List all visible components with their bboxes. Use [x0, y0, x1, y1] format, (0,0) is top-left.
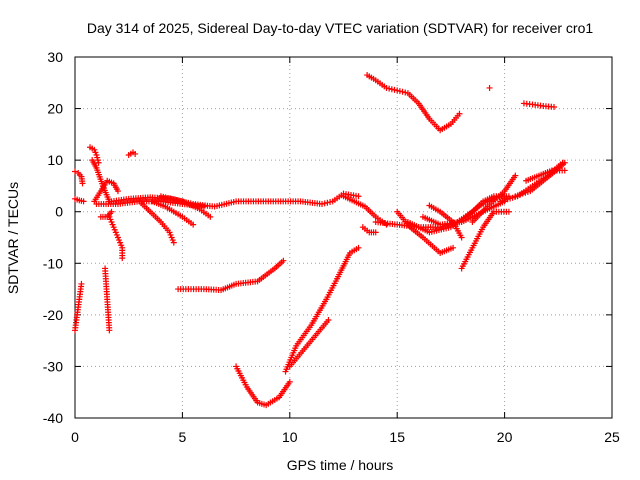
y-tick-label: 30 [47, 49, 63, 65]
data-point [450, 244, 457, 251]
y-tick-label: -30 [43, 358, 63, 374]
data-point [286, 378, 293, 385]
data-point [561, 167, 568, 174]
series-track-32 [523, 167, 568, 184]
x-tick-label: 5 [179, 429, 187, 445]
series-track-19 [286, 317, 332, 370]
data-point [486, 84, 493, 91]
series-track-34 [520, 100, 558, 111]
data-point [456, 110, 463, 117]
series-track-06 [91, 177, 121, 205]
series-track-09 [106, 213, 126, 262]
data-point [325, 317, 332, 324]
data-point [391, 86, 398, 93]
x-tick-label: 20 [497, 429, 513, 445]
data-point [95, 159, 102, 166]
data-point [79, 180, 86, 187]
series-track-15 [157, 193, 214, 220]
data-point [106, 327, 113, 334]
data-point [505, 208, 512, 215]
series-track-08 [102, 265, 113, 334]
data-point [388, 86, 395, 93]
data-point [324, 199, 331, 206]
series-track-17 [233, 363, 293, 409]
data-point [132, 150, 139, 157]
data-point [190, 221, 197, 228]
series-track-16 [175, 257, 287, 294]
x-tick-label: 10 [282, 429, 298, 445]
series-track-03 [72, 195, 87, 205]
data-point [170, 239, 177, 246]
y-tick-label: -40 [43, 410, 63, 426]
series-track-10 [125, 149, 139, 158]
data-point [372, 229, 379, 236]
data-point [327, 199, 334, 206]
y-tick-label: 0 [55, 204, 63, 220]
data-point [396, 88, 403, 95]
plot-border [74, 56, 613, 419]
series-track-07 [97, 208, 115, 220]
data-point [72, 168, 78, 175]
series-track-21 [359, 224, 379, 236]
data-point [386, 85, 393, 92]
data-point [355, 244, 362, 251]
series-track-33 [486, 84, 493, 91]
data-point [399, 88, 406, 95]
chart-title: Day 314 of 2025, Sidereal Day-to-day VTE… [87, 20, 593, 36]
series-track-01 [72, 280, 85, 334]
series-track-29 [469, 172, 519, 226]
x-axis-label: GPS time / hours [287, 457, 394, 473]
series-track-18 [282, 244, 362, 375]
data-point [207, 213, 214, 220]
data-point [355, 193, 362, 200]
data-point [80, 198, 87, 205]
plot-frame [74, 56, 613, 419]
data-markers [72, 72, 568, 409]
data-point [402, 89, 409, 96]
data-point [551, 104, 558, 111]
data-point [321, 200, 328, 207]
data-point [458, 234, 465, 241]
data-point [561, 159, 568, 166]
y-tick-label: -10 [43, 255, 63, 271]
series-track-24 [394, 208, 457, 256]
y-tick-label: -20 [43, 307, 63, 323]
axis-ticks: 0 5 10 15 20 25 -40 -30 -20 -10 0 10 20 30 [43, 49, 620, 445]
data-point [512, 172, 519, 179]
x-tick-label: 0 [71, 429, 79, 445]
data-point [501, 193, 508, 200]
data-point [108, 208, 115, 215]
series-track-22 [364, 72, 463, 134]
x-tick-label: 25 [604, 429, 620, 445]
data-point [394, 87, 401, 94]
data-point [383, 84, 390, 91]
series-track-28 [458, 208, 512, 272]
data-point [119, 255, 126, 262]
y-tick-label: 10 [47, 152, 63, 168]
series-track-13 [136, 198, 177, 246]
series-track-27 [426, 202, 465, 241]
x-tick-label: 15 [389, 429, 405, 445]
y-tick-label: 20 [47, 101, 63, 117]
data-point [319, 200, 326, 207]
data-point [78, 280, 85, 287]
series-track-04 [87, 144, 102, 166]
data-point [114, 188, 121, 195]
series-track-14 [149, 198, 197, 228]
grid [74, 56, 613, 419]
data-point [200, 203, 207, 210]
series-track-30 [497, 159, 566, 205]
data-point [280, 257, 287, 264]
series-track-31 [512, 159, 568, 200]
y-axis-label: SDTVAR / TECUs [5, 182, 21, 294]
series-track-02 [72, 168, 86, 187]
